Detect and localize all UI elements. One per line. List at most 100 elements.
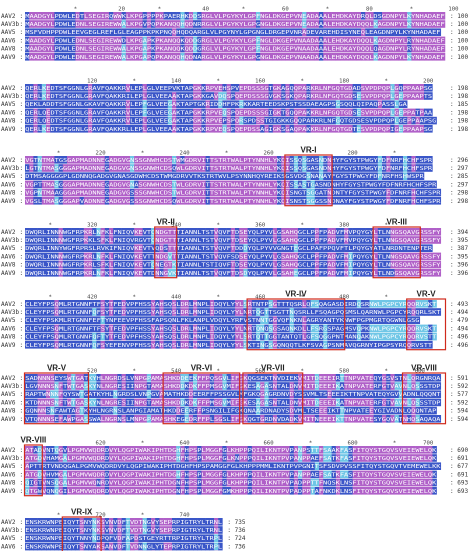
residue-cell xyxy=(382,462,387,470)
name-separator: : xyxy=(20,463,24,470)
sequence-end-position: : 592 xyxy=(450,399,468,406)
residue-cell xyxy=(88,470,93,479)
residue-cell xyxy=(193,454,198,462)
residue-cell xyxy=(134,324,139,333)
residue-cell xyxy=(302,244,307,252)
residue-cell xyxy=(260,252,265,261)
residue-cell xyxy=(377,20,383,28)
residue-cell xyxy=(386,470,391,479)
residue-cell xyxy=(121,406,127,415)
residue-cell xyxy=(125,28,131,36)
residue-cell xyxy=(382,415,387,423)
residue-cell xyxy=(256,125,261,133)
residue-cell xyxy=(268,478,274,487)
residue-cell xyxy=(184,44,190,53)
residue-cell xyxy=(92,197,97,205)
residue-cell xyxy=(37,300,43,308)
residue-cell xyxy=(134,156,139,164)
residue-cell xyxy=(172,228,177,236)
residue-cell xyxy=(205,164,211,172)
residue-cell xyxy=(390,12,395,20)
residue-cell xyxy=(121,487,127,495)
residue-cell xyxy=(155,53,160,61)
residue-cell xyxy=(260,116,265,125)
residue-cell xyxy=(356,341,362,349)
residue-cell xyxy=(37,44,43,53)
residue-cell xyxy=(109,28,114,36)
residue-cell xyxy=(281,92,286,100)
residue-cell xyxy=(335,244,341,252)
residue-cell xyxy=(138,374,143,382)
residue-cell xyxy=(239,390,244,398)
residue-cell xyxy=(386,28,391,36)
residue-cell xyxy=(67,341,72,349)
residue-cell xyxy=(163,341,169,349)
residue-cell xyxy=(113,478,118,487)
residue-cell xyxy=(377,341,383,349)
residue-cell xyxy=(176,236,181,244)
residue-cell xyxy=(302,36,307,45)
residue-cell xyxy=(298,252,303,261)
residue-cell xyxy=(79,534,85,542)
residue-cell xyxy=(25,12,30,20)
residue-cell xyxy=(172,28,177,36)
residue-cell xyxy=(319,197,324,205)
residue-cell xyxy=(239,454,244,462)
residue-cell xyxy=(394,308,400,316)
residue-cell xyxy=(218,108,223,117)
residue-cell xyxy=(205,92,211,100)
residue-cell xyxy=(356,20,362,28)
residue-cell xyxy=(365,382,370,390)
ruler-tick: 520 xyxy=(87,369,97,375)
residue-cell xyxy=(146,478,152,487)
residue-cell xyxy=(268,28,274,36)
residue-cell xyxy=(373,462,379,470)
residue-cell xyxy=(188,332,194,341)
sequence-end-position: : 691 xyxy=(450,471,468,478)
residue-cell xyxy=(331,382,337,390)
residue-cell xyxy=(415,92,421,100)
residue-cell xyxy=(327,382,332,390)
residue-cell xyxy=(394,487,400,495)
residue-cell xyxy=(197,534,202,542)
residue-cell xyxy=(390,197,395,205)
residue-cell xyxy=(373,188,379,197)
residue-cell xyxy=(272,406,278,415)
ruler-tick: 320 xyxy=(87,223,97,229)
residue-cell xyxy=(100,188,106,197)
residue-cell xyxy=(222,454,227,462)
residue-cell xyxy=(298,269,303,277)
residue-cell xyxy=(75,374,80,382)
residue-cell xyxy=(256,20,261,28)
residue-cell xyxy=(260,164,265,172)
residue-cell xyxy=(251,228,257,236)
residue-cell xyxy=(218,36,223,45)
residue-cell xyxy=(289,197,295,205)
residue-cell xyxy=(382,20,387,28)
residue-cell xyxy=(172,534,177,542)
residue-cell xyxy=(340,156,345,164)
residue-cell xyxy=(260,341,265,349)
residue-cell xyxy=(71,308,76,316)
residue-cell xyxy=(33,28,38,36)
residue-cell xyxy=(331,228,337,236)
residue-cell xyxy=(54,518,59,526)
residue-cell xyxy=(92,164,97,172)
residue-cell xyxy=(209,188,215,197)
residue-cell xyxy=(100,260,106,269)
residue-cell xyxy=(306,108,311,117)
residue-cell xyxy=(352,390,358,398)
residue-cell xyxy=(96,415,101,423)
residue-cell xyxy=(285,324,290,333)
residue-cell xyxy=(125,374,131,382)
residue-cell xyxy=(356,100,362,108)
residue-cell xyxy=(419,156,425,164)
residue-cell xyxy=(419,12,425,20)
residue-cell xyxy=(394,188,400,197)
residue-cell xyxy=(222,398,227,407)
residue-cell xyxy=(37,244,43,252)
residue-cell xyxy=(37,454,43,462)
residue-cell xyxy=(37,108,43,117)
residue-cell xyxy=(130,197,135,205)
residue-cell xyxy=(285,125,290,133)
